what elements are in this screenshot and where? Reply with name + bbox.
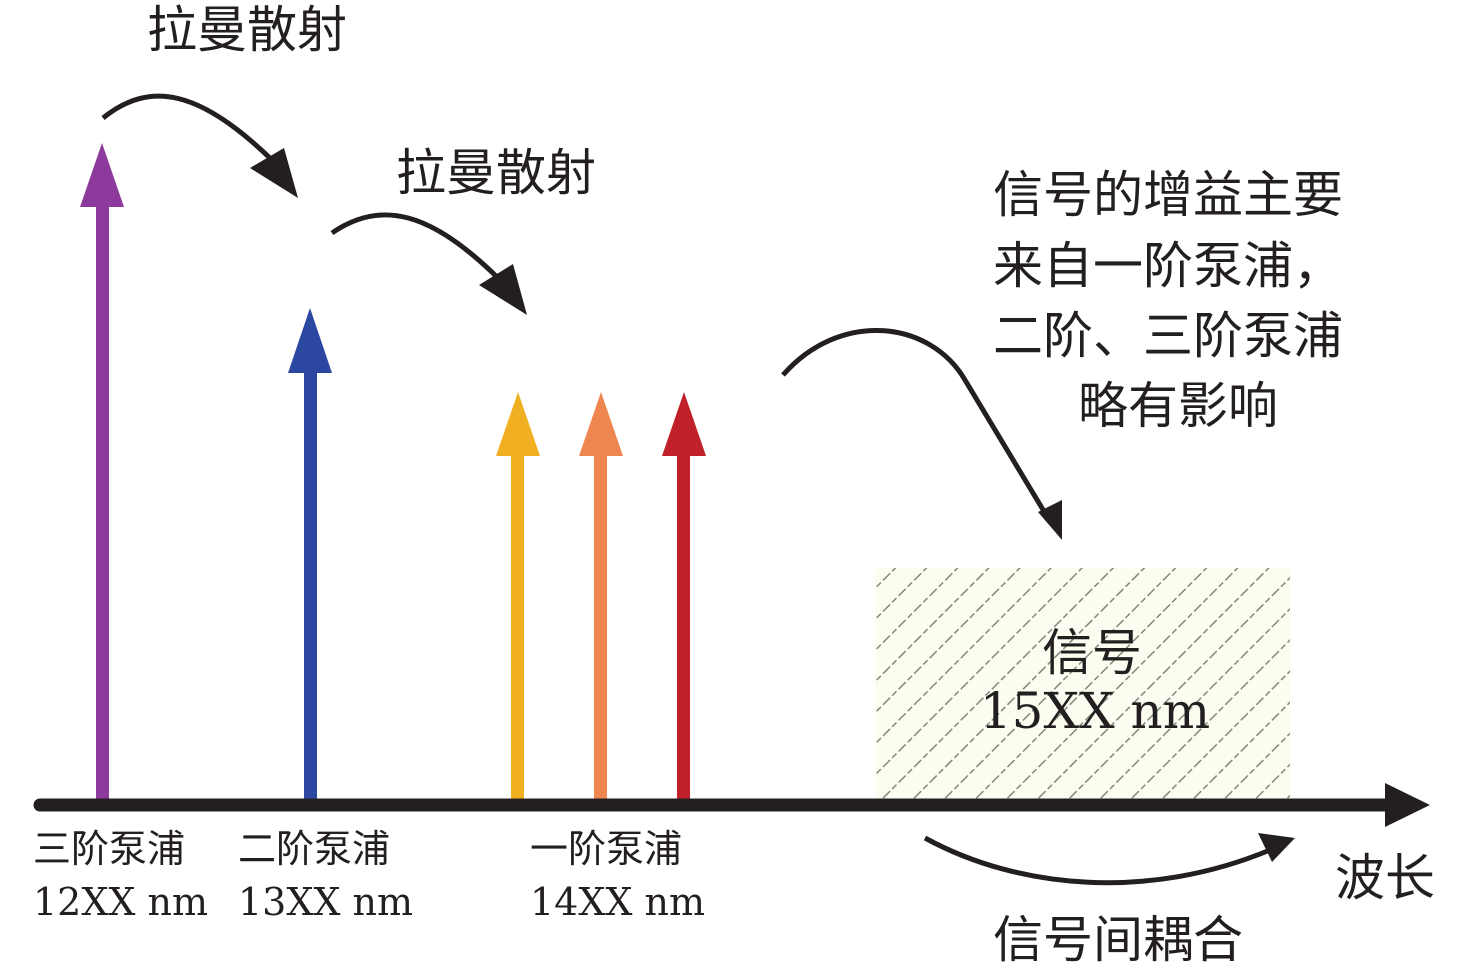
pump-arrow-first-order-1: [496, 392, 540, 805]
gain-note-line-2: 来自一阶泵浦，: [993, 237, 1343, 295]
signal-band: [875, 568, 1290, 800]
axis-label: 波长: [1335, 849, 1435, 907]
pump-arrow-third-order: [80, 143, 124, 805]
pump-arrow-first-order-2: [579, 392, 623, 805]
pump-wavelength-second: 13XX nm: [238, 880, 413, 924]
raman-label-top: 拉曼散射: [147, 1, 347, 59]
pump-arrow-first-order-3: [662, 392, 706, 805]
gain-arrow: [781, 328, 1062, 540]
raman-label-mid: 拉曼散射: [396, 144, 596, 202]
coupling-arrow: [923, 833, 1295, 886]
pump-label-second: 二阶泵浦: [238, 827, 390, 871]
pump-arrow-second-order: [288, 308, 332, 805]
coupling-label: 信号间耦合: [993, 911, 1243, 969]
pump-label-first: 一阶泵浦: [530, 827, 682, 871]
pump-label-third: 三阶泵浦: [33, 827, 185, 871]
raman-arrow-2: [330, 212, 527, 315]
gain-note-line-4: 略有影响: [1078, 377, 1278, 435]
pump-wavelength-third: 12XX nm: [33, 880, 208, 924]
signal-wavelength: 15XX nm: [980, 682, 1210, 740]
gain-note-line-1: 信号的增益主要: [993, 166, 1343, 224]
raman-arrow-1: [101, 93, 298, 198]
signal-label: 信号: [1042, 624, 1142, 682]
wavelength-axis: [33, 783, 1430, 827]
pump-wavelength-first: 14XX nm: [530, 880, 705, 924]
gain-note-line-3: 二阶、三阶泵浦: [993, 307, 1343, 365]
